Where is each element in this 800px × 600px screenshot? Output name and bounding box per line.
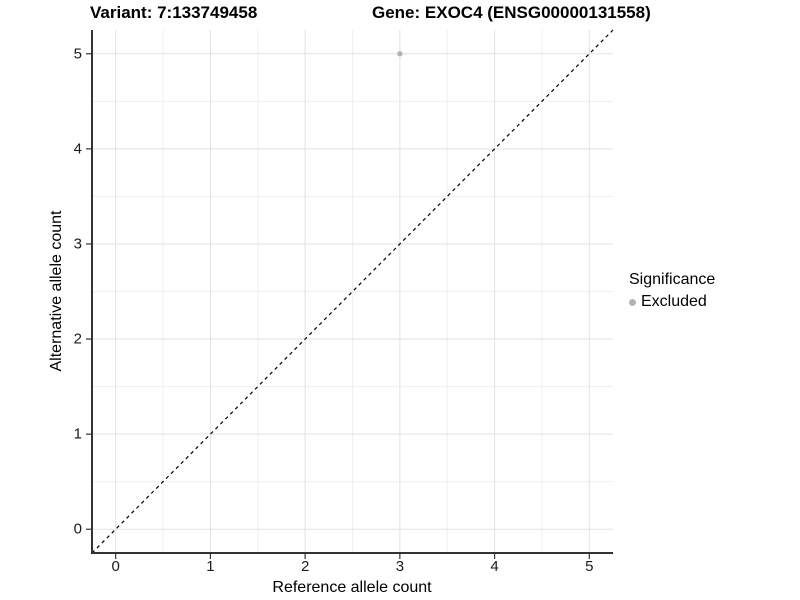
x-tick-label: 1 [206,558,215,575]
x-tick-label: 5 [585,558,594,575]
y-axis-title: Alternative allele count [48,210,65,372]
x-tick-label: 3 [395,558,405,575]
gene-title: Gene: EXOC4 (ENSG00000131558) [372,3,651,22]
y-tick-label: 0 [73,520,82,538]
x-axis-title: Reference allele count [272,579,432,596]
legend-title: Significance [629,271,716,288]
y-tick-label: 3 [73,235,82,253]
variant-title: Variant: 7:133749458 [90,3,258,22]
y-tick-label: 5 [73,45,82,63]
data-point-excluded [397,51,403,57]
legend: Significance Excluded [629,271,715,311]
x-tick-label: 0 [111,558,120,575]
x-tick-label: 4 [490,558,499,575]
y-tick-label: 1 [73,425,82,443]
y-tick-label: 2 [73,330,82,348]
x-tick-label: 2 [300,558,310,575]
legend-item-excluded: Excluded [629,293,715,311]
excluded-dot-icon [629,298,636,306]
legend-item-label: Excluded [641,293,707,310]
y-tick-label: 4 [73,140,82,158]
